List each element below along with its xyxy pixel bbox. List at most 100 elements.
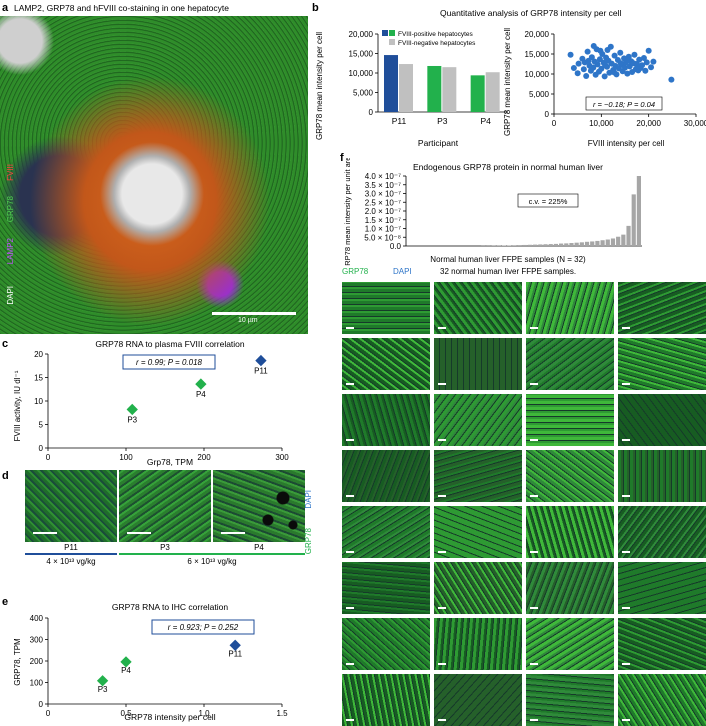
dose-line-right — [119, 553, 305, 555]
liver-sample-tile — [618, 338, 706, 390]
f-grid-caption: 32 normal human liver FFPE samples. — [440, 267, 576, 276]
b-scatter-xtick-label: 10,000 — [589, 119, 614, 128]
legend-positive: FVIII-positive hepatocytes — [398, 31, 474, 38]
legend-swatch-negative — [389, 39, 395, 45]
channel-label-grp78: GRP78 — [6, 196, 15, 222]
tissue-tile-p3 — [119, 470, 211, 542]
scatter-point — [591, 43, 597, 49]
c-ytick-label: 0 — [39, 444, 44, 453]
panel-b-title: Quantitative analysis of GRP78 intensity… — [440, 8, 621, 18]
scatter-point — [646, 48, 652, 54]
f-ytick-label: 2.0 × 10⁻⁷ — [365, 207, 401, 216]
scale-bar — [530, 383, 538, 385]
scale-bar — [127, 532, 151, 534]
f-sample-bar — [543, 244, 547, 246]
liver-sample-tile — [342, 338, 430, 390]
liver-sample-grid — [340, 280, 706, 724]
point-label-p3: P3 — [127, 415, 137, 424]
e-xlabel: GRP78 intensity per cell — [124, 712, 215, 722]
b-bar-xlabel: Participant — [418, 138, 459, 148]
scale-bar-label: 10 µm — [238, 317, 258, 324]
f-sample-bar — [626, 226, 630, 246]
f-sample-bar — [632, 194, 636, 246]
b-scatter-ytick-label: 15,000 — [525, 50, 550, 59]
b-scatter-ytick-label: 10,000 — [525, 70, 550, 79]
liver-sample-tile — [618, 394, 706, 446]
f-sample-bar — [549, 244, 553, 246]
svg-text:GRP78 mean intensity per cell: GRP78 mean intensity per cell — [503, 28, 512, 136]
f-ytick-label: 1.0 × 10⁻⁷ — [365, 225, 401, 234]
e-ytick-label: 100 — [30, 679, 44, 688]
b-bar-ytick-label: 20,000 — [349, 30, 374, 39]
dose-right: 6 × 10¹³ vg/kg — [119, 557, 305, 566]
scale-bar — [530, 439, 538, 441]
point-label-p11: P11 — [228, 649, 242, 658]
scale-bar — [530, 663, 538, 665]
point-p4 — [195, 378, 206, 389]
scatter-point — [650, 59, 656, 65]
f-sample-bar — [512, 245, 516, 246]
dose-left: 4 × 10¹³ vg/kg — [25, 557, 117, 566]
f-sample-bar — [528, 245, 532, 246]
f-ylabel: GRP78 mean intensity per unit area — [343, 158, 352, 266]
scale-bar — [33, 532, 57, 534]
liver-sample-tile — [434, 338, 522, 390]
b-bar-category-label: P4 — [480, 116, 491, 126]
f-annotation: c.v. = 225% — [529, 197, 568, 206]
liver-sample-tile — [526, 618, 614, 670]
liver-sample-tile — [434, 282, 522, 334]
liver-sample-tile — [526, 450, 614, 502]
scale-bar — [530, 495, 538, 497]
liver-sample-tile — [618, 506, 706, 558]
scatter-point — [611, 69, 617, 75]
f-sample-bar — [518, 245, 522, 246]
scale-bar — [438, 439, 446, 441]
liver-sample-tile — [618, 674, 706, 726]
b-scatter-xtick-label: 20,000 — [636, 119, 661, 128]
d-tile-label-p3: P3 — [119, 543, 211, 552]
scale-bar — [438, 383, 446, 385]
f-sample-bar — [507, 245, 511, 246]
panel-f-chart: Endogenous GRP78 protein in normal human… — [342, 158, 706, 266]
f-sample-bar — [585, 242, 589, 246]
scale-bar — [346, 551, 354, 553]
e-title: GRP78 RNA to IHC correlation — [112, 602, 228, 612]
scale-bar — [622, 439, 630, 441]
liver-sample-tile — [434, 674, 522, 726]
scale-bar — [622, 495, 630, 497]
f-xlabel: Normal human liver FFPE samples (N = 32) — [430, 255, 586, 264]
scale-bar — [346, 663, 354, 665]
scatter-point — [634, 64, 640, 70]
f-sample-bar — [590, 241, 594, 246]
liver-sample-tile — [526, 674, 614, 726]
f-sample-bar — [564, 243, 568, 246]
panel-a-label: a — [2, 2, 8, 14]
b-scatter-xtick-label: 30,000 — [684, 119, 706, 128]
f-sample-bar — [575, 243, 579, 246]
scale-bar — [622, 327, 630, 329]
panel-b-label: b — [312, 2, 319, 14]
c-xtick-label: 100 — [119, 453, 133, 462]
c-ytick-label: 20 — [34, 350, 43, 359]
scale-bar — [346, 607, 354, 609]
b-bar-ylabel: GRP78 mean intensity per cell — [315, 32, 324, 140]
point-label-p4: P4 — [196, 390, 206, 399]
bar-P11-negative — [399, 64, 413, 112]
c-ytick-label: 15 — [34, 374, 43, 383]
channel-label-fviii: FVIII — [6, 164, 15, 181]
legend-negative: FVIII-negative hepatocytes — [398, 40, 476, 47]
point-p11 — [255, 355, 266, 366]
panel-a-title: LAMP2, GRP78 and hFVIII co-staining in o… — [14, 3, 229, 13]
c-annotation: r = 0.99; P = 0.018 — [136, 358, 203, 367]
liver-sample-tile — [526, 506, 614, 558]
e-xtick-label: 0 — [46, 709, 51, 718]
panel-d-label: d — [2, 470, 9, 482]
scale-bar — [346, 495, 354, 497]
f-sample-bar — [616, 237, 620, 246]
bar-P3-positive — [427, 66, 441, 112]
b-scatter-ytick-label: 5,000 — [529, 90, 550, 99]
scatter-point — [575, 70, 581, 76]
c-ytick-label: 5 — [39, 421, 44, 430]
c-xlabel: Grp78, TPM — [147, 457, 193, 467]
f-sample-bar — [595, 241, 599, 246]
